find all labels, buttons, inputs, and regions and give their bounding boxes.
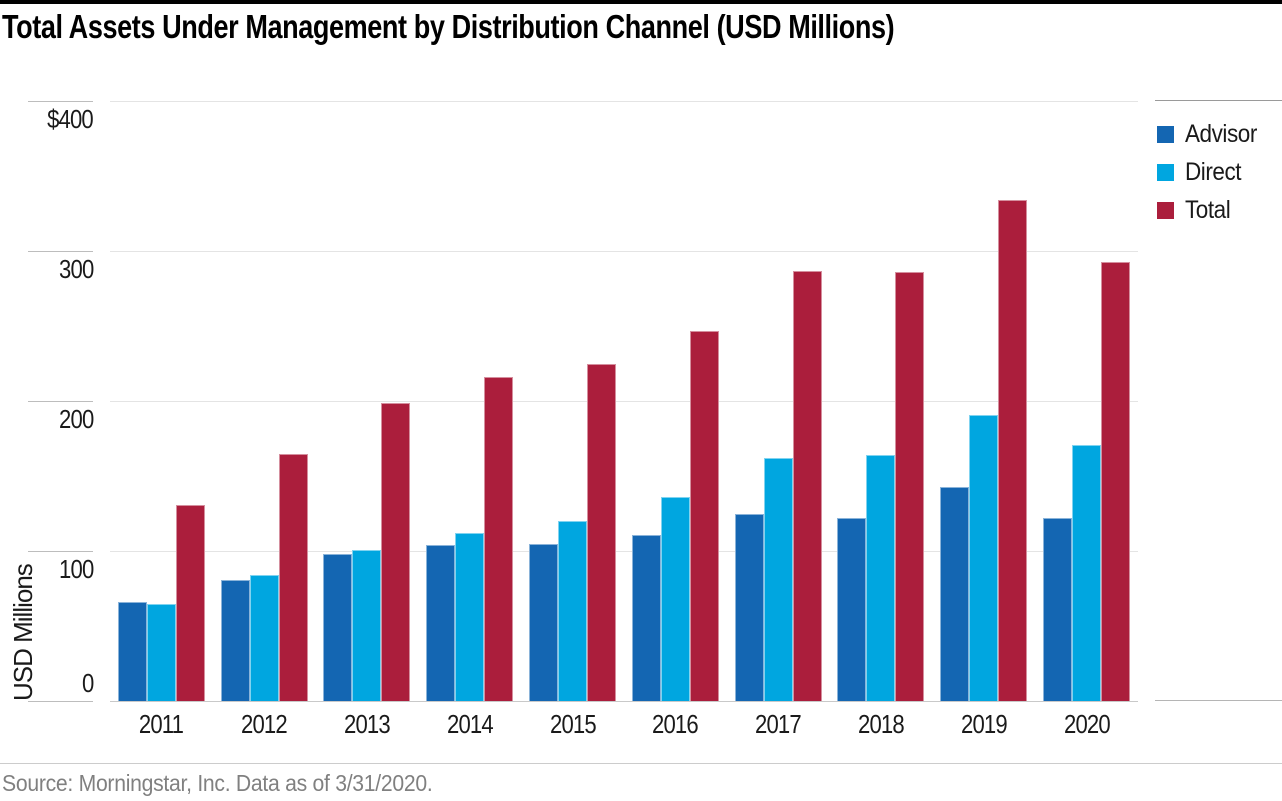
bar-advisor-2017 xyxy=(734,513,764,701)
legend-label: Advisor xyxy=(1185,120,1257,148)
bar-direct-2012 xyxy=(249,575,279,701)
bar-advisor-2015 xyxy=(529,543,559,701)
x-tick-label: 2016 xyxy=(624,709,727,739)
bar-advisor-2011 xyxy=(117,602,147,701)
gridline xyxy=(110,701,1138,702)
bar-advisor-2013 xyxy=(323,554,353,701)
y-tick-label: 0 xyxy=(0,668,94,698)
x-tick-label: 2019 xyxy=(932,709,1035,739)
y-tick-label-text: 100 xyxy=(58,554,94,584)
y-axis-title: USD Millions xyxy=(8,564,38,701)
x-tick-label: 2014 xyxy=(418,709,521,739)
y-axis-tick xyxy=(28,251,93,252)
bar-total-2013 xyxy=(381,402,411,701)
bar-group-2014 xyxy=(418,101,521,701)
bar-group-2019 xyxy=(932,101,1035,701)
bar-total-2016 xyxy=(689,330,719,701)
x-tick-label-text: 2012 xyxy=(241,709,288,739)
bar-direct-2015 xyxy=(558,521,588,701)
bar-direct-2013 xyxy=(352,549,382,701)
legend-label: Direct xyxy=(1185,158,1242,186)
bar-group-2020 xyxy=(1035,101,1138,701)
legend-swatch xyxy=(1157,126,1174,143)
y-tick-label-text: $400 xyxy=(47,104,94,134)
bar-total-2019 xyxy=(998,200,1028,701)
bar-group-2011 xyxy=(110,101,213,701)
x-tick-label-text: 2018 xyxy=(858,709,905,739)
x-tick-label: 2012 xyxy=(213,709,316,739)
top-rule xyxy=(0,0,1282,4)
bar-total-2017 xyxy=(792,270,822,701)
bar-advisor-2019 xyxy=(940,486,970,701)
x-tick-label: 2013 xyxy=(316,709,419,739)
y-tick-label-text: 300 xyxy=(58,254,94,284)
gridline xyxy=(110,101,1138,102)
x-tick-label-text: 2011 xyxy=(139,709,184,739)
x-tick-label: 2018 xyxy=(830,709,933,739)
y-tick-label: 300 xyxy=(0,254,94,284)
legend-item-direct: Direct xyxy=(1157,158,1247,187)
bar-advisor-2018 xyxy=(837,518,867,701)
bar-total-2012 xyxy=(278,453,308,701)
bar-group-2016 xyxy=(624,101,727,701)
bar-direct-2019 xyxy=(969,414,999,701)
x-tick-label-text: 2020 xyxy=(1063,709,1111,739)
legend: Advisor Direct Total xyxy=(1155,100,1282,701)
bar-advisor-2014 xyxy=(426,545,456,701)
y-tick-label: $400 xyxy=(0,104,94,134)
y-axis-tick xyxy=(28,551,93,552)
bar-direct-2017 xyxy=(763,458,793,701)
bar-total-2020 xyxy=(1101,261,1131,701)
x-tick-label: 2015 xyxy=(521,709,624,739)
x-tick-label-text: 2014 xyxy=(446,709,494,739)
legend-swatch xyxy=(1157,164,1174,181)
bar-advisor-2020 xyxy=(1043,518,1073,701)
y-axis-tick xyxy=(28,101,93,102)
x-tick-label-text: 2019 xyxy=(960,709,1008,739)
source-divider xyxy=(0,763,1282,764)
bar-direct-2011 xyxy=(146,603,176,701)
legend-item-advisor: Advisor xyxy=(1157,120,1265,149)
chart-title: Total Assets Under Management by Distrib… xyxy=(2,8,895,45)
legend-item-total: Total xyxy=(1157,196,1235,225)
x-tick-label: 2011 xyxy=(110,709,213,739)
x-tick-label-text: 2013 xyxy=(344,709,391,739)
gridline xyxy=(110,251,1138,252)
bar-advisor-2012 xyxy=(220,579,250,701)
bar-group-2018 xyxy=(830,101,933,701)
y-tick-label: 100 xyxy=(0,554,94,584)
legend-label: Total xyxy=(1185,196,1231,224)
bar-total-2014 xyxy=(484,377,514,701)
x-tick-label: 2017 xyxy=(727,709,830,739)
bar-group-2013 xyxy=(316,101,419,701)
x-tick-label: 2020 xyxy=(1035,709,1138,739)
x-tick-label-text: 2016 xyxy=(652,709,700,739)
y-axis-tick xyxy=(28,401,93,402)
y-tick-label: 200 xyxy=(0,404,94,434)
legend-swatch xyxy=(1157,202,1174,219)
y-tick-label-text: 200 xyxy=(58,404,94,434)
gridline xyxy=(110,551,1138,552)
source-note: Source: Morningstar, Inc. Data as of 3/3… xyxy=(2,770,433,796)
x-tick-label-text: 2015 xyxy=(549,709,597,739)
bar-direct-2014 xyxy=(455,533,485,701)
bar-total-2011 xyxy=(175,504,205,701)
y-tick-label-text: 0 xyxy=(81,668,94,698)
bar-total-2015 xyxy=(587,363,617,701)
bar-direct-2016 xyxy=(660,497,690,701)
bar-group-2017 xyxy=(727,101,830,701)
bar-direct-2018 xyxy=(866,455,896,701)
bar-total-2018 xyxy=(895,272,925,701)
bar-direct-2020 xyxy=(1072,444,1102,701)
bar-group-2015 xyxy=(521,101,624,701)
y-axis-tick xyxy=(28,701,93,702)
x-tick-label-text: 2017 xyxy=(755,709,802,739)
bar-advisor-2016 xyxy=(631,534,661,701)
gridline xyxy=(110,401,1138,402)
bar-group-2012 xyxy=(213,101,316,701)
